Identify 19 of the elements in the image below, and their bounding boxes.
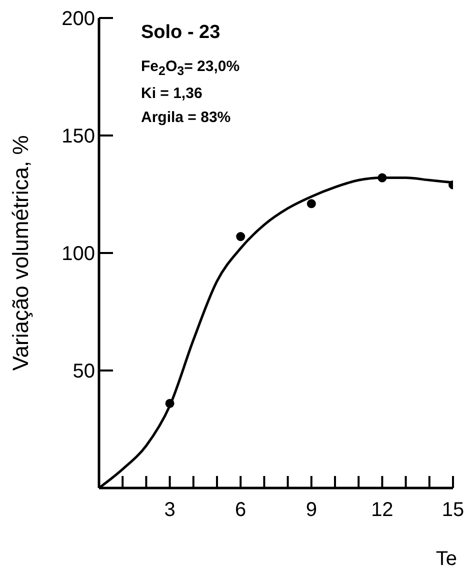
point <box>306 199 316 208</box>
annotation: Solo - 23 <box>141 22 222 44</box>
x-tick-label: 3 <box>164 499 176 521</box>
x-tick-label: 6 <box>235 499 246 521</box>
annotation: Argila = 83% <box>141 109 232 126</box>
y-tick-label: 100 <box>62 243 95 265</box>
y-tick-label: 150 <box>62 126 95 148</box>
x-axis-title: Te <box>436 548 457 569</box>
y-tick-label: 50 <box>72 360 95 382</box>
x-tick-label: 12 <box>371 499 394 521</box>
point <box>165 398 174 408</box>
x-tick-label: 15 <box>442 499 464 521</box>
point <box>236 232 246 242</box>
y-axis-title: Variação volumétrica, % <box>8 135 33 371</box>
annotation: Fe$_{2}$O$_{3}$= 23,0% <box>141 58 240 78</box>
annotation: Ki = 1,36 <box>141 85 204 102</box>
point <box>378 173 387 182</box>
y-tick-label: 200 <box>62 8 95 30</box>
x-tick-label: 9 <box>306 499 317 521</box>
